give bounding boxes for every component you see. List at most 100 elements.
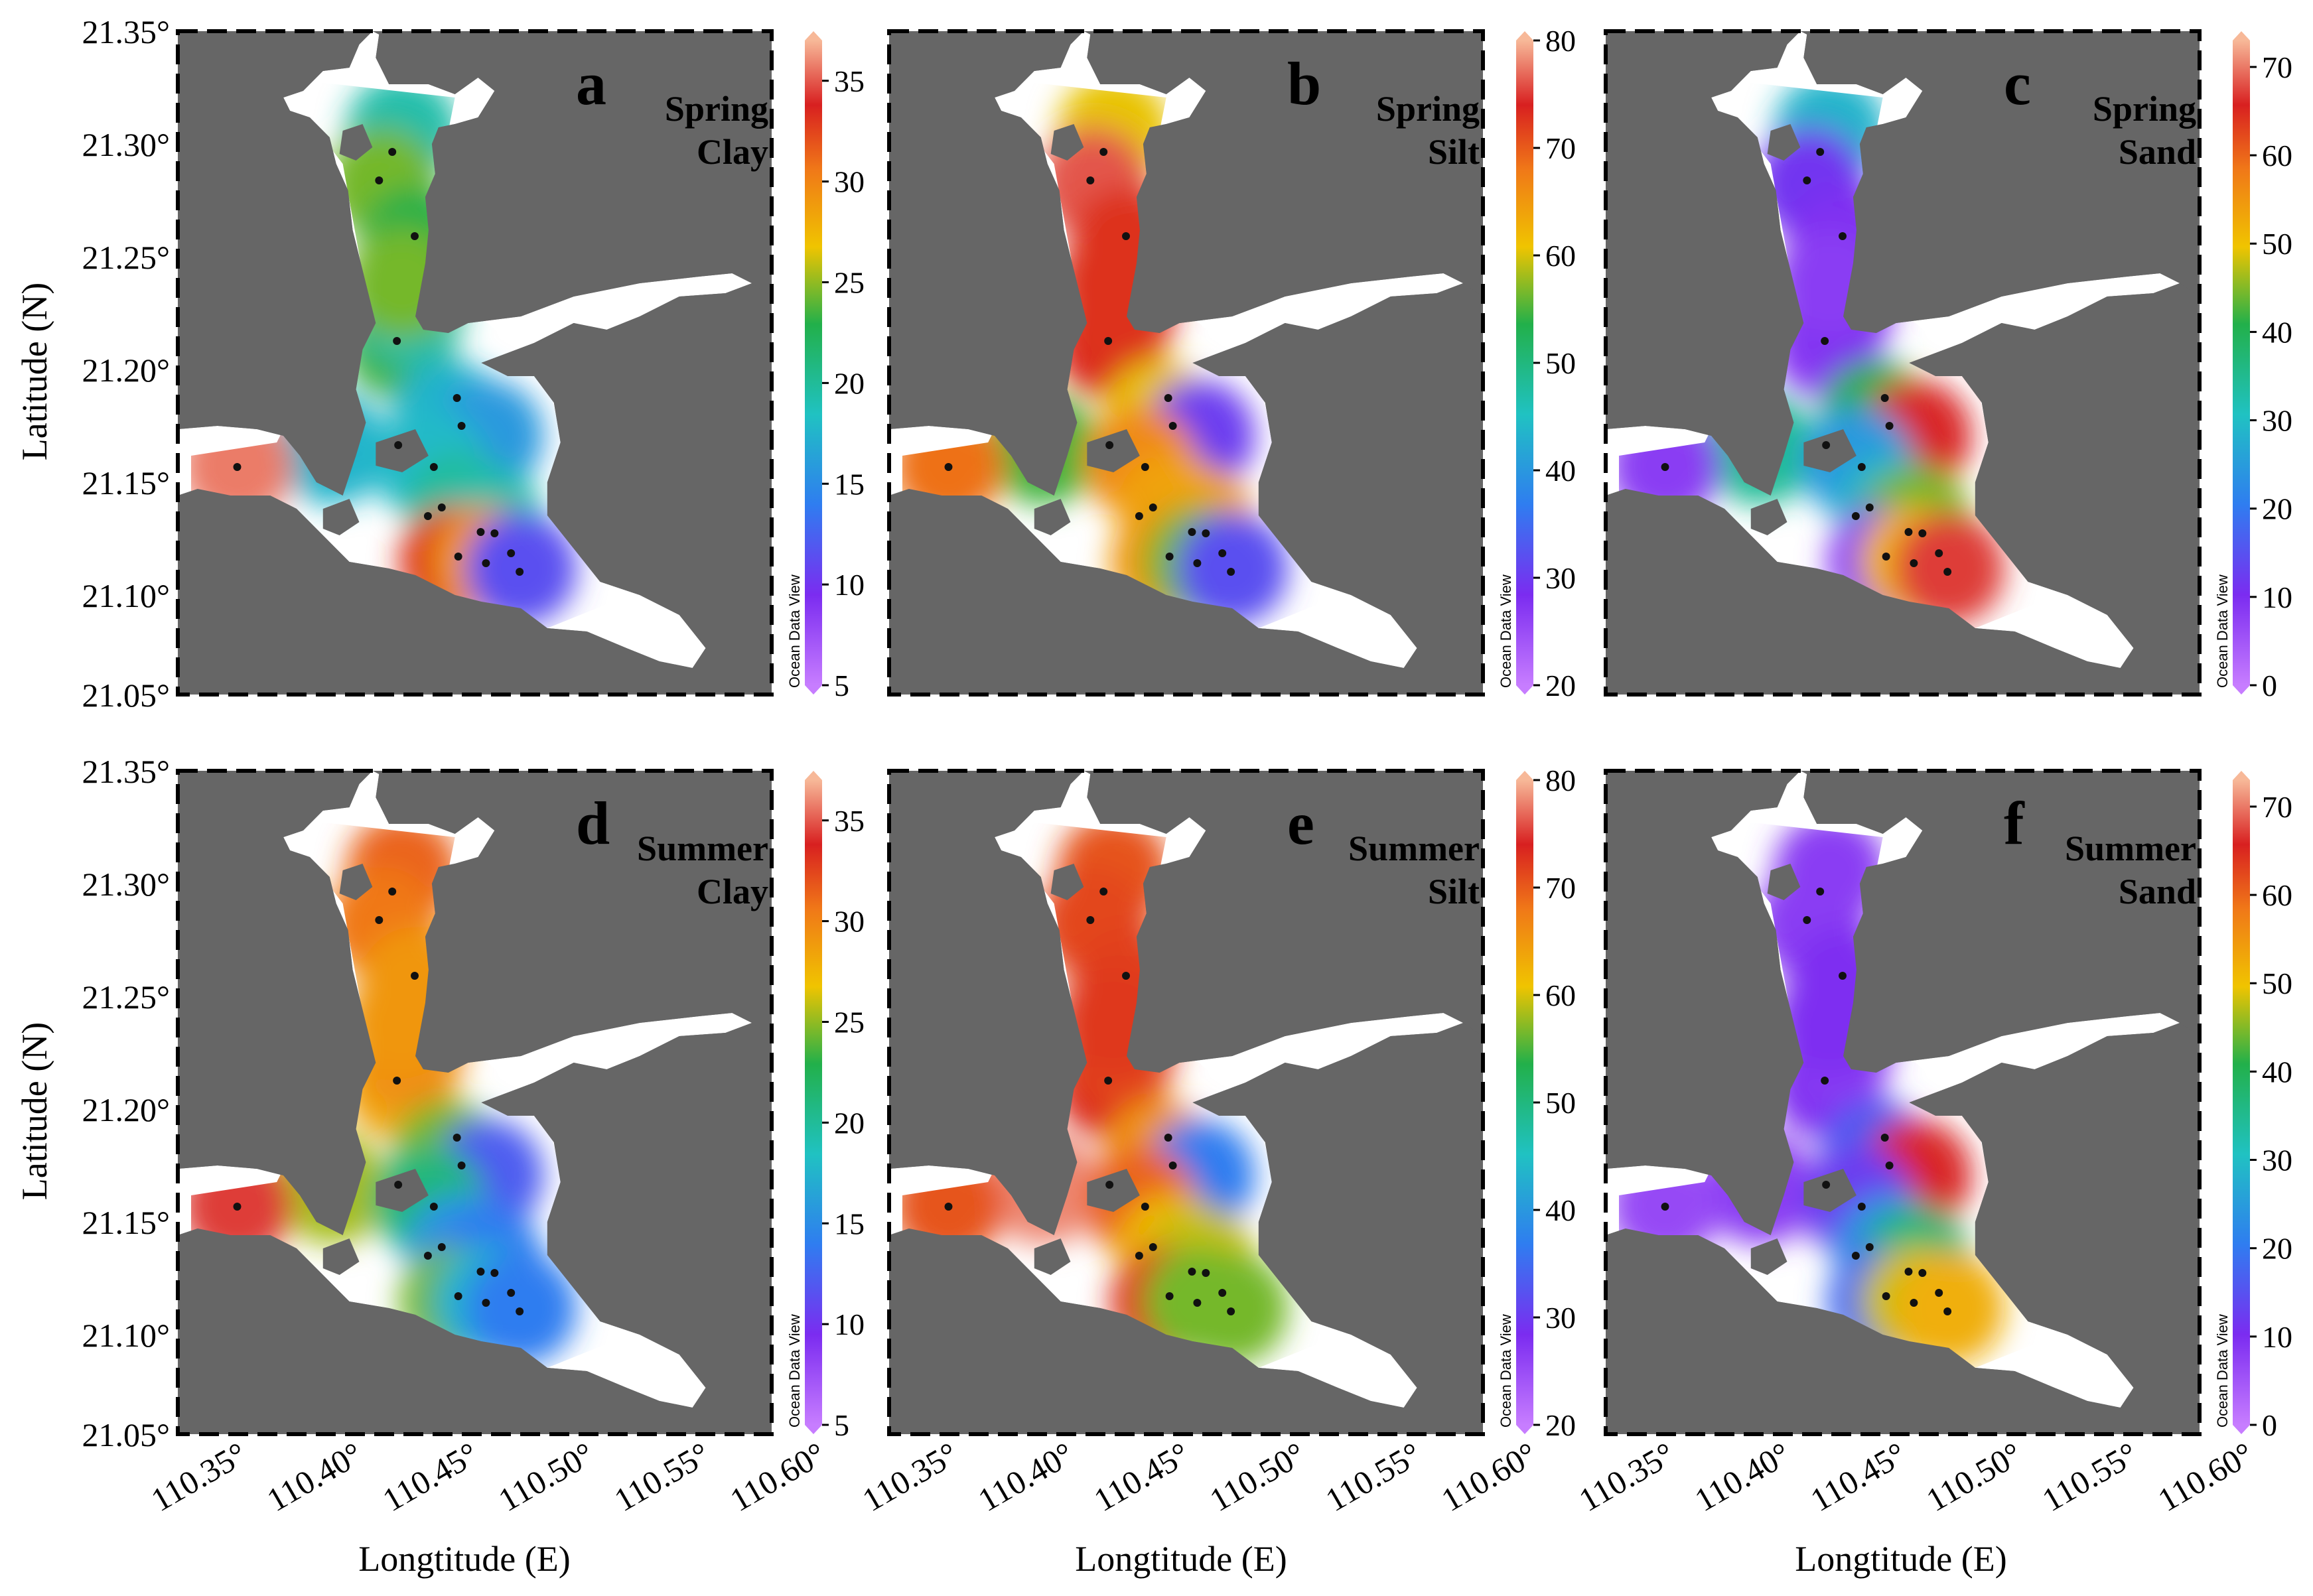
- odv-watermark: Ocean Data View: [1498, 1314, 1514, 1428]
- map-frame: [887, 769, 1485, 1436]
- y-tick-label: 21.35°: [82, 753, 171, 790]
- sampling-station: [1202, 529, 1210, 537]
- map-frame: [176, 769, 774, 1436]
- colorbar-tick-label: 5: [834, 669, 849, 702]
- sampling-station: [490, 1269, 499, 1277]
- y-tick-label: 21.25°: [82, 978, 171, 1016]
- colorbar-tick-label: 30: [834, 165, 865, 199]
- sampling-station: [1943, 568, 1952, 576]
- sampling-station: [1227, 568, 1235, 576]
- sampling-station: [457, 1162, 466, 1169]
- x-axis-label-col2: Longtitude (E): [1075, 1539, 1287, 1579]
- panel-letter: f: [2004, 789, 2025, 857]
- sampling-station: [1188, 1268, 1196, 1276]
- colorbar: 70 60 50 40 30 20 10 0: [2233, 771, 2292, 1442]
- sampling-station: [1165, 1292, 1174, 1300]
- sampling-station: [1104, 1077, 1113, 1085]
- sampling-station: [1935, 1289, 1943, 1297]
- land-mass: [1034, 1238, 1071, 1275]
- colorbar: 35 30 25 20 15 10 5: [805, 771, 865, 1442]
- colorbar-max-arrow: [1516, 31, 1533, 40]
- colorbar-tick-label: 0: [2262, 1408, 2277, 1442]
- sampling-station: [944, 1203, 953, 1211]
- colorbar-tick-label: 10: [834, 568, 865, 602]
- sampling-station: [1851, 1252, 1860, 1260]
- land-mass: [1803, 1169, 1857, 1212]
- panel-variable: Silt: [1428, 872, 1480, 911]
- colorbar-tick-label: 40: [2262, 315, 2292, 349]
- colorbar-max-arrow: [2233, 31, 2250, 40]
- panel-season: Spring: [2093, 89, 2196, 129]
- sampling-station: [1165, 553, 1174, 561]
- panel-variable: Sand: [2119, 132, 2196, 172]
- x-tick-label: 110.50°: [492, 1435, 600, 1518]
- land-mass: [1034, 499, 1071, 535]
- sampling-station: [1904, 1268, 1913, 1276]
- colorbar-tick-label: 60: [1545, 239, 1576, 273]
- x-tick-label: 110.60°: [724, 1435, 832, 1518]
- sampling-station: [233, 463, 242, 471]
- land-mass: [889, 31, 1087, 496]
- estuary-water: [889, 31, 1464, 668]
- sampling-station: [1882, 553, 1890, 561]
- sampling-station: [1099, 148, 1108, 156]
- x-tick-label: 110.35°: [1573, 1435, 1681, 1518]
- colorbar-tick-label: 35: [834, 804, 865, 838]
- land-mass: [1606, 489, 2121, 695]
- land-mass: [889, 1229, 1404, 1434]
- sampling-station: [1099, 888, 1108, 896]
- sampling-station: [490, 529, 499, 537]
- land-mass: [339, 124, 373, 161]
- land-mass: [1803, 429, 1857, 472]
- land-mass: [376, 1169, 429, 1212]
- sampling-station: [1816, 888, 1825, 896]
- land-mass: [1803, 771, 2200, 1073]
- sampling-station: [1227, 1307, 1235, 1315]
- colorbar-tick-label: 15: [834, 1207, 865, 1240]
- sampling-station: [476, 1268, 485, 1276]
- x-tick-label: 110.55°: [608, 1435, 716, 1518]
- sampling-station: [1904, 528, 1913, 536]
- sampling-station: [388, 148, 397, 156]
- land-mass: [178, 771, 376, 1235]
- colorbar-tick-label: 30: [1545, 1301, 1576, 1335]
- land-mass: [1192, 283, 1483, 695]
- colorbar-tick-label: 70: [1545, 871, 1576, 905]
- sampling-station: [454, 553, 462, 561]
- colorbar-tick-label: 50: [2262, 227, 2292, 261]
- sampling-station: [1918, 1269, 1927, 1277]
- sampling-station: [1202, 1269, 1210, 1277]
- sampling-station: [1661, 463, 1669, 471]
- colorbar-tick-label: 30: [2262, 1144, 2292, 1177]
- sampling-station: [1135, 512, 1143, 520]
- sampling-station: [1816, 148, 1825, 156]
- sampling-station: [1821, 1077, 1829, 1085]
- colorbar-tick-label: 60: [2262, 139, 2292, 172]
- sampling-station: [453, 1134, 461, 1142]
- y-tick-label: 21.10°: [82, 577, 171, 614]
- x-tick-label: 110.55°: [1319, 1435, 1427, 1518]
- land-mass: [1087, 771, 1483, 1073]
- colorbar-tick-label: 50: [1545, 1086, 1576, 1120]
- sampling-station: [1218, 1289, 1227, 1297]
- sampling-station: [1122, 972, 1130, 980]
- sampling-station: [1105, 1181, 1114, 1189]
- sampling-station: [1857, 1203, 1866, 1211]
- map-frame: [176, 29, 774, 697]
- colorbar-max-arrow: [2233, 771, 2250, 780]
- colorbar-gradient: [1516, 40, 1533, 685]
- x-tick-label: 110.45°: [1087, 1435, 1196, 1518]
- odv-watermark: Ocean Data View: [2214, 574, 2231, 688]
- sampling-station: [394, 441, 403, 449]
- x-tick-label: 110.55°: [2036, 1435, 2144, 1518]
- sampling-station: [1086, 176, 1095, 184]
- land-mass: [889, 771, 1087, 1235]
- sampling-station: [437, 503, 446, 511]
- odv-watermark: Ocean Data View: [786, 1314, 803, 1428]
- y-tick-label: 21.20°: [82, 352, 171, 389]
- estuary-water: [1606, 31, 2180, 668]
- colorbar-min-arrow: [805, 685, 822, 695]
- panel-letter: c: [2004, 50, 2031, 117]
